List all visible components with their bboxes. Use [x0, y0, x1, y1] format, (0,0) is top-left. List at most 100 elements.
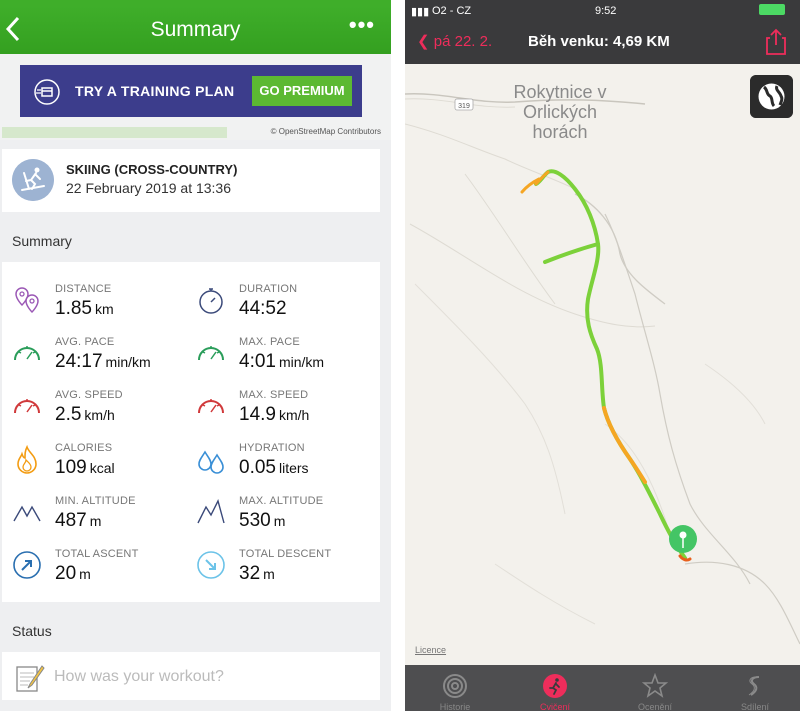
stopwatch-icon [199, 288, 223, 314]
signal-icon: ▮▮▮ [411, 6, 430, 18]
ascent-arrow-icon [13, 551, 41, 579]
cross-country-skiing-icon [12, 159, 54, 201]
stat-value: 20 m [55, 563, 91, 584]
more-options-button[interactable]: ••• [348, 12, 375, 37]
stat-total-ascent: TOTAL ASCENT 20 m [2, 544, 182, 590]
route-map[interactable]: 319 Rokytnice v Orlických horách [405, 64, 800, 665]
training-plan-icon [34, 79, 60, 105]
map-banner-area: TRY A TRAINING PLAN GO PREMIUM © OpenStr… [0, 54, 391, 140]
stat-value: 32 m [239, 563, 275, 584]
header-bar: Summary ••• [0, 6, 391, 54]
stat-total-descent: TOTAL DESCENT 32 m [186, 544, 366, 590]
stat-calories: CALORIES 109 kcal [2, 438, 182, 484]
tab-awards[interactable]: Ocenění [625, 669, 685, 711]
stat-max-speed: MAX. SPEED 14.9 km/h [186, 385, 366, 431]
licence-link[interactable]: Licence [415, 645, 447, 655]
stat-value: 14.9 km/h [239, 404, 310, 425]
town-label-line2: Orlických [523, 102, 597, 122]
route-end-segment [678, 554, 692, 562]
clock-label: 9:52 [595, 5, 617, 17]
star-award-icon [642, 673, 668, 698]
back-chevron-icon[interactable] [4, 14, 24, 44]
stat-label: HYDRATION [239, 442, 305, 454]
globe-icon[interactable] [750, 75, 793, 118]
descent-arrow-icon [197, 551, 225, 579]
chevron-left-icon: ❮ [417, 33, 434, 50]
summary-section-title: Summary [12, 233, 72, 249]
road-number: 319 [458, 103, 470, 110]
stat-avg-speed: AVG. SPEED 2.5 km/h [2, 385, 182, 431]
location-pins-icon [15, 287, 39, 314]
header-bar: ❮ pá 22. 2. Běh venku: 4,69 KM [405, 22, 800, 64]
stat-label: TOTAL DESCENT [239, 548, 332, 560]
stat-label: MAX. SPEED [239, 389, 309, 401]
stat-value: 0.05 liters [239, 457, 309, 478]
banner-text: TRY A TRAINING PLAN [75, 83, 235, 99]
stat-value: 1.85 km [55, 298, 114, 319]
stat-label: TOTAL ASCENT [55, 548, 139, 560]
stat-label: DURATION [239, 283, 298, 295]
status-card[interactable]: How was your workout? [2, 652, 380, 700]
stat-duration: DURATION 44:52 [186, 279, 366, 325]
notepad-pencil-icon [16, 665, 45, 692]
share-icon[interactable] [764, 28, 788, 56]
tab-bar: Historie Cvičení Ocenění Sdílení [405, 665, 800, 711]
go-premium-button[interactable]: GO PREMIUM [252, 76, 352, 106]
page-title: Summary [150, 18, 241, 41]
workout-feedback-input[interactable]: How was your workout? [54, 668, 224, 685]
town-label-line1: Rokytnice v [513, 82, 606, 102]
tab-workouts[interactable]: Cvičení [525, 669, 585, 711]
mountain-icon [13, 505, 41, 522]
red-gauge-icon [14, 399, 40, 414]
route-branch [543, 242, 600, 264]
map-panel: ▮▮▮ O2 - CZ 9:52 ❮ pá 22. 2. Běh venku: … [405, 0, 800, 711]
workout-summary-panel: Summary ••• TRY A TRAINING PLAN GO PREMI… [0, 0, 391, 711]
stat-min-altitude: MIN. ALTITUDE 487 m [2, 491, 182, 537]
stats-card: DISTANCE 1.85 km DURATION 44:52 AVG. PACE… [2, 262, 380, 602]
tab-label: Sdílení [740, 702, 770, 711]
route-line [534, 169, 687, 560]
status-bar [0, 0, 391, 6]
stat-value: 4:01 min/km [239, 351, 325, 372]
battery-icon [759, 4, 785, 15]
training-plan-banner[interactable]: TRY A TRAINING PLAN GO PREMIUM [20, 65, 362, 117]
stat-hydration: HYDRATION 0.05 liters [186, 438, 366, 484]
stat-avg-pace: AVG. PACE 24:17 min/km [2, 332, 182, 378]
activity-date: 22 February 2019 at 13:36 [66, 180, 232, 196]
activity-card[interactable]: SKIING (CROSS-COUNTRY) 22 February 2019 … [2, 149, 380, 212]
stat-label: DISTANCE [55, 283, 112, 295]
activity-type: SKIING (CROSS-COUNTRY) [66, 162, 238, 177]
carrier-label: O2 - CZ [432, 5, 472, 17]
stat-label: CALORIES [55, 442, 113, 454]
route-map-preview[interactable] [2, 127, 227, 138]
stat-max-pace: MAX. PACE 4:01 min/km [186, 332, 366, 378]
stat-label: AVG. SPEED [55, 389, 123, 401]
route-segment-fast [602, 406, 647, 484]
stat-value: 24:17 min/km [55, 351, 151, 372]
route-start-segment [520, 170, 550, 194]
green-gauge-icon [198, 346, 224, 361]
stat-label: MAX. ALTITUDE [239, 495, 324, 507]
tab-label: Ocenění [637, 702, 673, 711]
map-attribution: © OpenStreetMap Contributors [270, 127, 381, 136]
status-section-title: Status [12, 623, 52, 639]
back-button[interactable]: ❮ pá 22. 2. [417, 33, 493, 50]
tab-sharing[interactable]: Sdílení [725, 669, 785, 711]
town-label-line3: horách [532, 122, 587, 142]
stat-value: 44:52 [239, 298, 287, 319]
rings-icon [443, 674, 467, 698]
stat-max-altitude: MAX. ALTITUDE 530 m [186, 491, 366, 537]
stat-label: MIN. ALTITUDE [55, 495, 136, 507]
stat-value: 2.5 km/h [55, 404, 115, 425]
road-number-badge [454, 98, 474, 111]
runner-icon [543, 674, 567, 698]
finish-pin-icon[interactable] [669, 525, 697, 553]
ios-status-bar: ▮▮▮ O2 - CZ 9:52 [405, 0, 800, 22]
tab-history[interactable]: Historie [425, 669, 485, 711]
stat-distance: DISTANCE 1.85 km [2, 279, 182, 325]
water-drops-icon [198, 450, 224, 474]
sharing-icon [748, 676, 760, 696]
mountain-icon [197, 499, 225, 524]
tab-label: Cvičení [539, 702, 570, 711]
stat-value: 530 m [239, 510, 286, 531]
